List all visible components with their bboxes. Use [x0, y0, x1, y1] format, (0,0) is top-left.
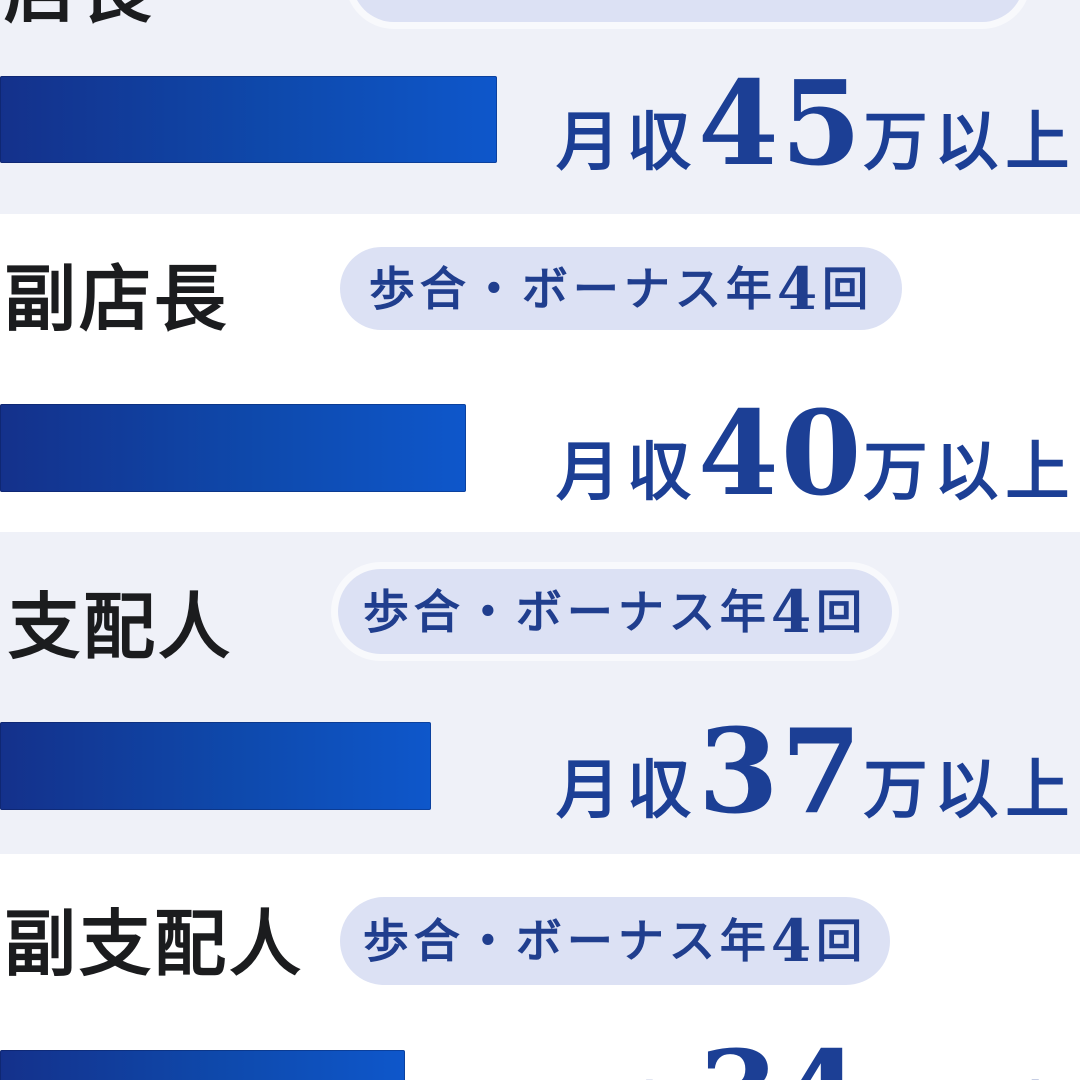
role-title-shihainin: 支配人 — [8, 584, 234, 669]
badge-text: 歩合・ボーナス年 — [368, 261, 777, 316]
salary-bar-fukushihainin — [0, 1050, 405, 1080]
salary-bar-shihainin — [0, 722, 431, 810]
income-text-fukutencho: 月収 40 万以上 — [556, 396, 1076, 512]
role-title-fukushihainin: 副支配人 — [4, 901, 305, 986]
role-title-fukutencho: 副店長 — [4, 256, 230, 341]
badge-number: 4 — [776, 254, 823, 323]
income-amount: 45 — [698, 56, 864, 192]
badge-suffix: 回 — [816, 914, 868, 968]
income-prefix: 月収 — [556, 753, 698, 828]
salary-bar-fukutencho — [0, 404, 466, 492]
badge-text: 歩合・ボーナス年 — [362, 584, 771, 639]
badge-suffix: 回 — [816, 584, 868, 639]
badge-suffix: 回 — [822, 261, 874, 316]
role-title-tencho: 店長 — [4, 0, 154, 27]
bonus-badge-fukutencho: 歩合・ボーナス年 4 回 — [340, 247, 902, 330]
income-prefix: 月収 — [556, 105, 698, 180]
badge-number: 4 — [770, 907, 817, 975]
income-suffix: 万以上 — [863, 753, 1077, 828]
income-text-shihainin: 月収 37 万以上 — [556, 714, 1076, 830]
income-text-tencho: 月収 45 万以上 — [556, 66, 1076, 182]
income-suffix: 万以上 — [863, 105, 1077, 180]
badge-number: 4 — [770, 577, 817, 646]
income-amount: 37 — [698, 704, 864, 840]
income-suffix: 万以上 — [863, 435, 1077, 510]
income-text-fukushihainin: 月収34万以上 — [556, 1036, 1076, 1080]
bonus-badge-fukushihainin: 歩合・ボーナス年 4 回 — [340, 897, 890, 985]
income-prefix: 月収 — [556, 435, 698, 510]
badge-text: 歩合・ボーナス年 — [362, 914, 771, 968]
income-amount: 40 — [698, 386, 864, 522]
income-amount: 34 — [698, 1036, 863, 1080]
bonus-badge-tencho-cropped — [352, 0, 1024, 22]
bonus-badge-shihainin: 歩合・ボーナス年 4 回 — [338, 569, 892, 654]
salary-bar-tencho — [0, 76, 497, 163]
